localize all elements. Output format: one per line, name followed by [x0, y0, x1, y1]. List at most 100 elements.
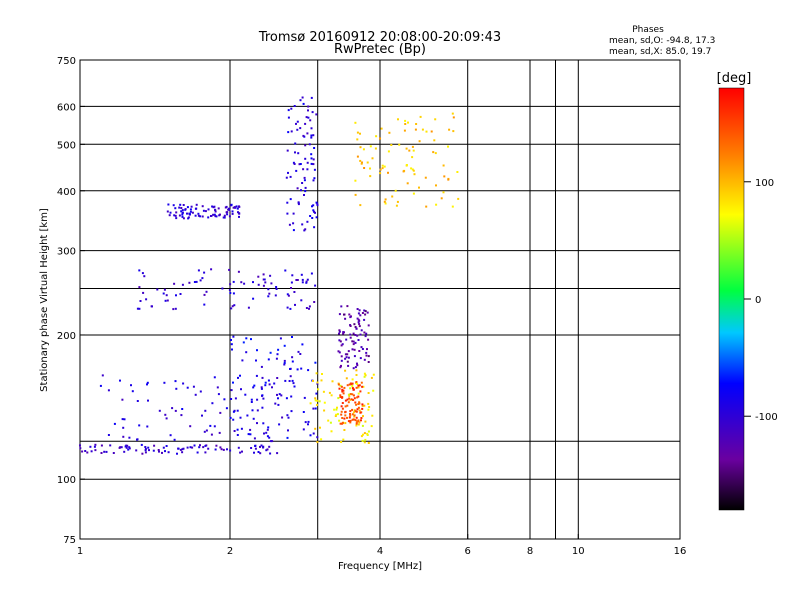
data-point [314, 407, 317, 410]
data-point [244, 393, 247, 396]
data-point [315, 216, 318, 219]
data-point [215, 444, 218, 447]
data-point [347, 350, 350, 353]
data-point [383, 200, 386, 203]
data-point [221, 287, 224, 290]
data-point [231, 210, 234, 213]
data-point [230, 339, 232, 341]
data-point [384, 198, 387, 201]
data-point [213, 425, 216, 428]
data-point [138, 269, 141, 272]
data-point [344, 405, 347, 408]
data-point [349, 336, 352, 339]
data-point [451, 205, 454, 208]
data-point [452, 116, 455, 119]
data-point [89, 445, 92, 448]
data-point [284, 269, 287, 272]
data-point [396, 200, 399, 203]
data-point [451, 112, 454, 115]
data-point [434, 152, 437, 155]
data-point [287, 294, 290, 297]
data-point [312, 179, 315, 182]
data-point [112, 452, 115, 454]
data-point [309, 402, 312, 405]
data-point [442, 191, 445, 194]
data-point [138, 424, 141, 427]
data-point [109, 444, 112, 447]
data-point [342, 331, 345, 334]
data-point [390, 144, 393, 146]
data-point [358, 409, 361, 412]
data-point [311, 111, 314, 114]
data-point [344, 422, 347, 425]
data-point [387, 150, 390, 153]
data-point [197, 212, 200, 215]
data-point [335, 408, 338, 411]
data-point [268, 383, 271, 386]
data-point [179, 203, 182, 206]
data-point [286, 306, 289, 309]
data-point [323, 409, 326, 412]
data-point [291, 356, 294, 359]
data-point [125, 446, 128, 449]
data-point [323, 401, 326, 404]
data-point [219, 446, 222, 449]
data-point [290, 395, 293, 398]
data-point [344, 411, 347, 414]
data-point [340, 359, 343, 362]
data-point [203, 293, 206, 296]
data-point [313, 177, 316, 180]
data-point [307, 109, 309, 112]
data-point [189, 208, 192, 211]
data-point [107, 434, 110, 436]
data-point [410, 167, 413, 170]
data-point [353, 355, 356, 358]
data-point [163, 381, 166, 384]
data-point [175, 387, 178, 390]
data-point [356, 334, 359, 337]
data-point [298, 163, 301, 166]
chart-title: Tromsø 20160912 20:08:00-20:09:43 [258, 30, 501, 45]
data-point [203, 271, 206, 274]
data-point [369, 167, 371, 170]
data-point [344, 414, 347, 417]
data-point [175, 294, 177, 297]
data-point [361, 404, 364, 407]
data-point [289, 375, 292, 378]
data-point [148, 449, 150, 452]
data-point [292, 161, 295, 164]
data-point [310, 136, 313, 139]
data-point [286, 414, 289, 417]
data-point [354, 401, 357, 404]
data-point [379, 172, 382, 175]
data-point [290, 410, 293, 413]
data-point [283, 359, 286, 362]
data-point [194, 393, 197, 396]
data-point [139, 300, 142, 302]
data-point [158, 450, 160, 453]
data-point [355, 374, 358, 376]
data-point [269, 274, 272, 277]
data-point [260, 444, 263, 447]
data-point [352, 418, 355, 421]
data-point [397, 118, 399, 121]
data-point [256, 398, 259, 401]
data-point [313, 301, 316, 303]
data-point [241, 450, 243, 453]
data-point [204, 210, 207, 213]
data-point [358, 350, 361, 352]
data-point [236, 428, 239, 431]
data-point [297, 202, 300, 204]
data-point [412, 149, 415, 152]
data-point [310, 134, 313, 137]
data-point [314, 361, 317, 364]
data-point [204, 451, 207, 454]
data-point [344, 357, 347, 360]
data-point [314, 211, 316, 214]
data-point [370, 376, 373, 379]
data-point [343, 429, 346, 431]
data-point [287, 171, 289, 174]
data-point [199, 279, 202, 282]
data-point [357, 395, 360, 398]
data-point [204, 409, 207, 412]
